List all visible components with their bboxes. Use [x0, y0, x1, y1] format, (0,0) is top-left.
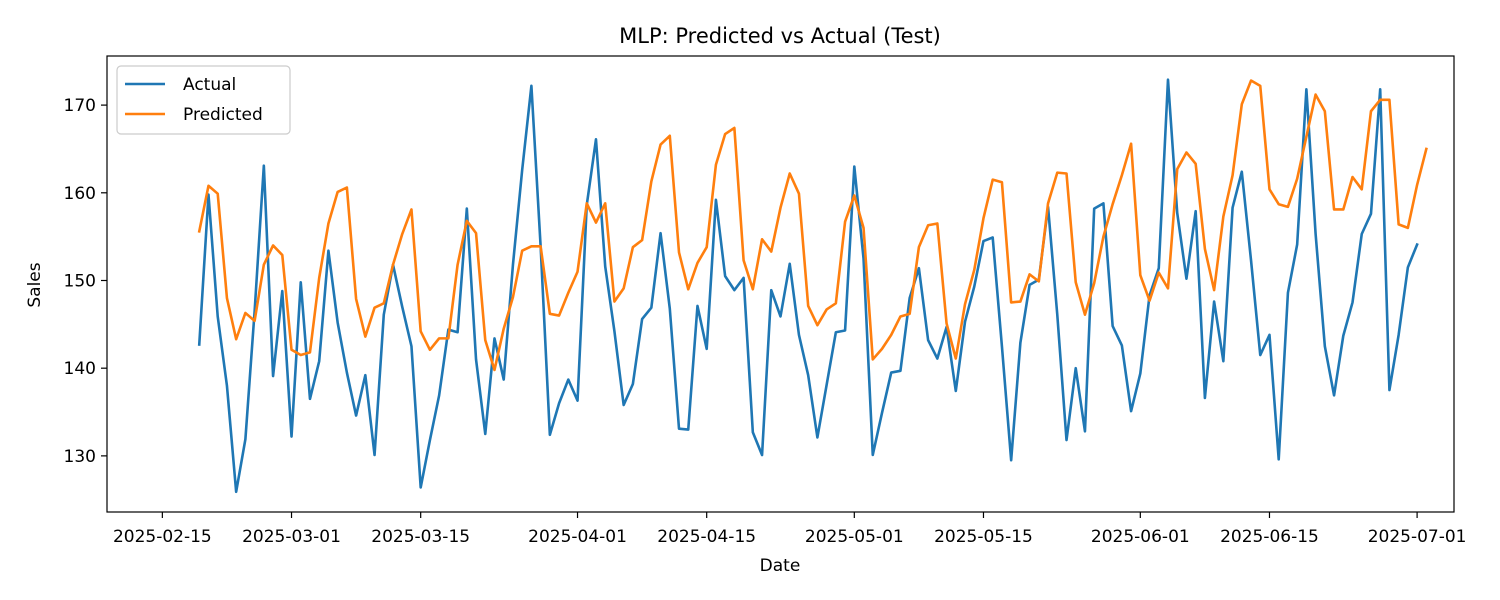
y-tick-label: 130	[64, 447, 96, 467]
x-tick-label: 2025-07-01	[1368, 527, 1467, 547]
x-tick-label: 2025-05-01	[805, 527, 904, 547]
plot-area	[197, 78, 1428, 494]
y-tick-label: 160	[64, 184, 96, 204]
axes: 2025-02-15 2025-03-01 2025-03-15 2025-04-01…	[64, 55, 1467, 547]
x-tick-label: 2025-04-01	[528, 527, 627, 547]
x-tick-label: 2025-03-01	[242, 527, 341, 547]
x-tick-label: 2025-02-15	[113, 527, 212, 547]
x-tick-label: 2025-06-01	[1091, 527, 1190, 547]
x-tick-label: 2025-05-15	[934, 527, 1033, 547]
plot-frame	[106, 55, 1455, 513]
legend-label-actual: Actual	[183, 75, 236, 95]
chart-title: MLP: Predicted vs Actual (Test)	[619, 24, 941, 48]
y-tick-label: 140	[64, 359, 96, 379]
y-tick-label: 170	[64, 96, 96, 116]
y-axis-label: Sales	[25, 262, 45, 307]
series-line-predicted	[197, 79, 1428, 372]
x-tick-label: 2025-03-15	[371, 527, 470, 547]
y-tick-label: 150	[64, 271, 96, 291]
x-tick-label: 2025-06-15	[1220, 527, 1319, 547]
legend: Actual Predicted	[116, 65, 291, 135]
x-tick-label: 2025-04-15	[657, 527, 756, 547]
x-axis-label: Date	[760, 556, 801, 576]
legend-label-predicted: Predicted	[183, 105, 263, 125]
series-line-actual	[197, 78, 1419, 494]
